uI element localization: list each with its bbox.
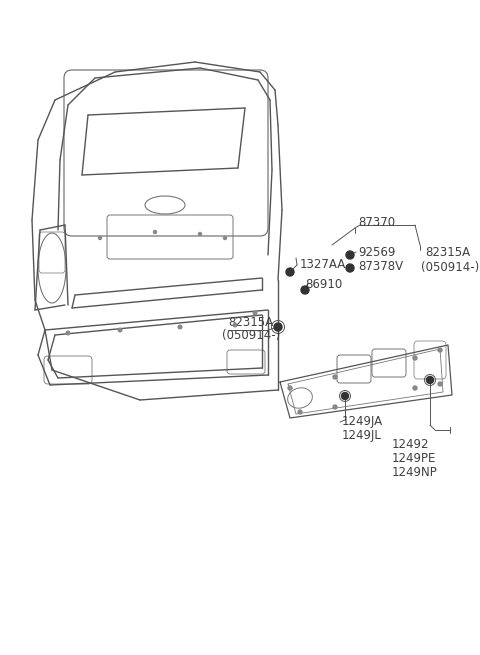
Circle shape (233, 323, 237, 327)
Circle shape (224, 236, 227, 240)
Circle shape (413, 356, 417, 360)
Circle shape (341, 392, 348, 400)
Circle shape (199, 233, 202, 236)
Circle shape (286, 268, 294, 276)
Text: 92569: 92569 (358, 246, 396, 259)
Circle shape (427, 377, 433, 383)
Circle shape (413, 386, 417, 390)
Circle shape (66, 331, 70, 335)
Text: 1249JA: 1249JA (342, 415, 383, 428)
Circle shape (438, 348, 442, 352)
Circle shape (298, 410, 302, 414)
Text: 82315A: 82315A (425, 246, 470, 259)
Text: 1327AA: 1327AA (300, 257, 346, 271)
Text: (050914-): (050914-) (222, 329, 280, 343)
Text: 1249PE: 1249PE (392, 451, 436, 464)
Circle shape (333, 405, 337, 409)
Text: (050914-): (050914-) (421, 261, 479, 274)
Circle shape (346, 264, 354, 272)
Circle shape (288, 386, 292, 390)
Circle shape (98, 236, 101, 240)
Circle shape (301, 286, 309, 294)
Text: 82315A: 82315A (228, 316, 273, 329)
Circle shape (274, 323, 282, 331)
Circle shape (154, 231, 156, 233)
Text: 1249JL: 1249JL (342, 430, 382, 443)
Text: 87378V: 87378V (358, 261, 403, 274)
Text: 1249NP: 1249NP (392, 466, 438, 479)
Text: 12492: 12492 (392, 438, 430, 451)
Text: 86910: 86910 (305, 278, 342, 291)
Circle shape (346, 251, 354, 259)
Circle shape (438, 382, 442, 386)
Circle shape (178, 325, 182, 329)
Circle shape (333, 375, 337, 379)
Circle shape (253, 311, 257, 315)
Circle shape (118, 328, 122, 332)
Text: 87370: 87370 (358, 215, 395, 229)
